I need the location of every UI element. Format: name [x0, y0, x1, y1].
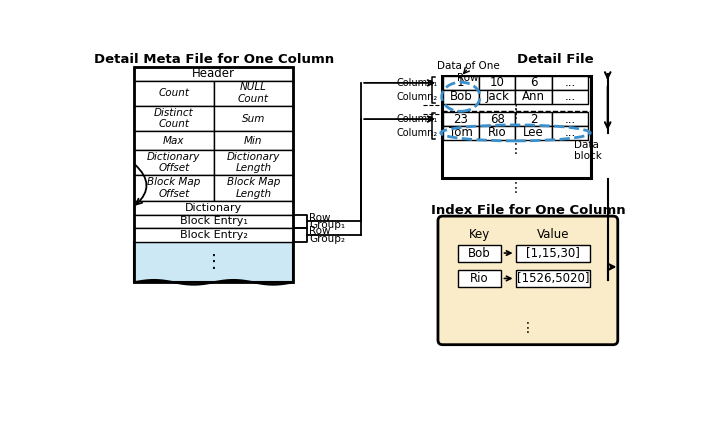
Text: Bob: Bob [449, 90, 472, 103]
Text: Count: Count [158, 88, 189, 98]
Text: Header: Header [192, 67, 235, 80]
Bar [516, 245, 590, 262]
Bar [552, 126, 588, 140]
Text: Detail File: Detail File [517, 53, 593, 66]
Text: Row: Row [310, 227, 330, 237]
Text: Data
block: Data block [574, 140, 601, 161]
Bar [479, 112, 516, 126]
Bar [516, 126, 552, 140]
FancyBboxPatch shape [438, 216, 618, 345]
Text: Value: Value [537, 228, 570, 241]
Text: 2: 2 [530, 112, 537, 125]
Bar [443, 112, 479, 126]
Text: Row: Row [310, 213, 330, 223]
Bar [134, 132, 214, 150]
Bar [516, 90, 552, 104]
Text: Lee: Lee [523, 126, 544, 139]
Bar [134, 150, 214, 175]
Text: ⋮: ⋮ [508, 108, 523, 122]
Bar [479, 90, 516, 104]
Bar [134, 228, 293, 242]
Text: Column₂: Column₂ [397, 128, 438, 138]
Bar [134, 81, 214, 106]
Text: Column₂: Column₂ [397, 92, 438, 102]
Bar [552, 76, 588, 90]
Bar [552, 112, 588, 126]
Text: Jack: Jack [485, 90, 509, 103]
Text: Min: Min [244, 136, 263, 146]
Text: Block Map
Length: Block Map Length [227, 177, 280, 199]
Bar [214, 175, 293, 201]
Bar [458, 245, 500, 262]
Text: Max: Max [163, 136, 184, 146]
Bar [443, 76, 479, 90]
Text: Column₁: Column₁ [397, 78, 438, 88]
Bar [214, 106, 293, 132]
Text: Rio: Rio [470, 272, 489, 285]
Text: ⋮: ⋮ [521, 321, 535, 335]
Text: Block Map
Offset: Block Map Offset [147, 177, 201, 199]
Text: [1,15,30]: [1,15,30] [526, 247, 580, 260]
Bar [214, 81, 293, 106]
Text: [1526,5020]: [1526,5020] [517, 272, 589, 285]
Text: Dictionary
Offset: Dictionary Offset [147, 152, 201, 173]
Bar [134, 242, 293, 282]
Text: ⋮: ⋮ [509, 105, 522, 118]
Text: Block Entry₁: Block Entry₁ [180, 217, 248, 227]
Text: Bob: Bob [468, 247, 491, 260]
Text: ...: ... [564, 112, 576, 125]
Bar [134, 175, 214, 201]
FancyArrowPatch shape [135, 164, 147, 204]
Bar [134, 67, 293, 81]
Bar [552, 90, 588, 104]
Text: Tom: Tom [449, 126, 473, 139]
Bar [516, 76, 552, 90]
Bar [214, 132, 293, 150]
Text: NULL
Count: NULL Count [238, 82, 269, 104]
Bar [458, 270, 500, 287]
Text: ⋮: ⋮ [204, 253, 222, 271]
Bar [134, 67, 293, 282]
Text: Dictionary
Length: Dictionary Length [227, 152, 280, 173]
Bar [214, 150, 293, 175]
Text: Rio: Rio [488, 126, 507, 139]
Bar [479, 76, 516, 90]
Text: Ann: Ann [522, 90, 545, 103]
Bar [442, 76, 590, 178]
Bar [516, 112, 552, 126]
Text: 23: 23 [454, 112, 468, 125]
Text: Block Entry₂: Block Entry₂ [180, 230, 248, 240]
Bar [134, 106, 214, 132]
Text: 68: 68 [490, 112, 505, 125]
Text: ⋮: ⋮ [508, 181, 523, 194]
Text: ⋮: ⋮ [508, 142, 523, 156]
Text: 6: 6 [530, 76, 537, 89]
Text: Index File for One Column: Index File for One Column [431, 204, 625, 217]
Text: ...: ... [564, 90, 576, 103]
Bar [516, 270, 590, 287]
Bar [479, 126, 516, 140]
Text: Dictionary: Dictionary [185, 203, 242, 213]
Text: 10: 10 [490, 76, 505, 89]
Text: ...: ... [564, 76, 576, 89]
Text: Key: Key [469, 228, 490, 241]
Text: Distinct
Count: Distinct Count [154, 108, 194, 129]
Bar [134, 201, 293, 214]
Bar [134, 214, 293, 228]
Text: Column₁: Column₁ [397, 114, 438, 124]
Text: Group₂: Group₂ [310, 234, 346, 244]
Text: ...: ... [564, 126, 576, 139]
Text: Sum: Sum [242, 114, 265, 124]
Text: 1: 1 [457, 76, 464, 89]
Text: Group₁: Group₁ [310, 220, 346, 230]
Text: Data of One
Row: Data of One Row [437, 61, 500, 83]
Bar [443, 126, 479, 140]
Text: Detail Meta File for One Column: Detail Meta File for One Column [94, 53, 334, 66]
Bar [443, 90, 479, 104]
